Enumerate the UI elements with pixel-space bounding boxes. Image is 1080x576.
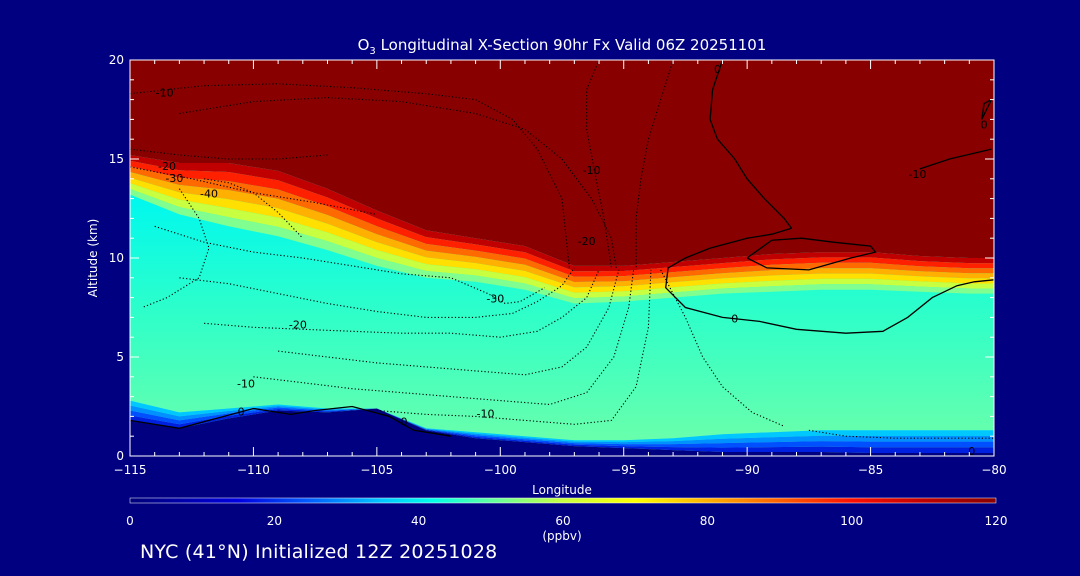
contour-lines bbox=[130, 60, 994, 439]
contour-label: 0 bbox=[401, 415, 408, 428]
contour-solid bbox=[665, 227, 994, 334]
x-tick-label: −90 bbox=[734, 463, 759, 477]
contour-label: -30 bbox=[486, 293, 504, 306]
colorbar: 0 20 40 60 80 100 120 bbox=[126, 497, 1008, 528]
tropopause-band bbox=[130, 160, 994, 277]
contour-label: -20 bbox=[289, 318, 307, 331]
y-tick-label: 5 bbox=[116, 350, 124, 364]
boundary-layer-band bbox=[130, 408, 994, 453]
contour-dotted bbox=[154, 225, 545, 305]
chart-title: O3 Longitudinal X-Section 90hr Fx Valid … bbox=[358, 36, 767, 57]
contour-dotted bbox=[808, 429, 994, 439]
x-axis-label: Longitude bbox=[532, 483, 592, 497]
colorbar-tick-label: 60 bbox=[555, 514, 570, 528]
contour-label: -20 bbox=[578, 235, 596, 248]
axes: −115 −110 −105 −100 −95 −90 −85 −80 0 5 10 15 20 bbox=[109, 53, 1007, 477]
contour-dotted bbox=[204, 269, 600, 338]
colorbar-tick-label: 0 bbox=[126, 514, 134, 528]
contour-label: -10 bbox=[156, 87, 174, 100]
x-tick-label: −105 bbox=[360, 463, 393, 477]
contour-dotted bbox=[204, 178, 304, 239]
contour-label: 0 bbox=[981, 118, 988, 131]
contour-dotted bbox=[376, 269, 652, 425]
x-tick-label: −80 bbox=[981, 463, 1006, 477]
stratosphere-region bbox=[130, 60, 994, 266]
x-tick-label: −85 bbox=[858, 463, 883, 477]
x-tick-label: −100 bbox=[484, 463, 517, 477]
colorbar-tick-label: 120 bbox=[985, 514, 1008, 528]
contour-label: 0 bbox=[714, 63, 721, 76]
colorbar-tick-label: 20 bbox=[267, 514, 282, 528]
y-tick-label: 10 bbox=[109, 251, 124, 265]
colorbar-tick-label: 80 bbox=[700, 514, 715, 528]
tropopause-band bbox=[130, 166, 994, 282]
contour-dotted bbox=[586, 60, 612, 268]
contour-dotted bbox=[142, 188, 210, 309]
contour-solid bbox=[709, 60, 793, 229]
x-tick-label: −110 bbox=[237, 463, 270, 477]
boundary-layer-band bbox=[130, 407, 994, 448]
contour-dotted bbox=[179, 97, 617, 268]
contour-dotted bbox=[635, 60, 674, 268]
contour-dotted bbox=[253, 269, 635, 406]
contour-solid bbox=[746, 237, 877, 271]
contour-dotted bbox=[660, 269, 785, 427]
y-tick-label: 15 bbox=[109, 152, 124, 166]
x-tick-label: −115 bbox=[114, 463, 147, 477]
contour-label: 0 bbox=[968, 445, 975, 458]
y-tick-label: 20 bbox=[109, 53, 124, 67]
y-axis-label: Altitude (km) bbox=[86, 219, 100, 298]
terrain bbox=[130, 408, 994, 456]
contour-label: 0 bbox=[731, 312, 738, 325]
contour-dotted bbox=[278, 269, 620, 376]
contour-label: -10 bbox=[477, 407, 495, 420]
contour-label: -40 bbox=[200, 188, 218, 201]
contour-label: -10 bbox=[583, 164, 601, 177]
plot-area bbox=[130, 60, 994, 456]
colorbar-tick-label: 40 bbox=[411, 514, 426, 528]
y-tick-label: 0 bbox=[116, 449, 124, 463]
contour-label: -20 bbox=[158, 160, 176, 173]
contour-solid bbox=[919, 148, 992, 170]
x-tick-label: −95 bbox=[611, 463, 636, 477]
colorbar-unit-label: (ppbv) bbox=[542, 529, 581, 543]
contour-label: 0 bbox=[238, 405, 245, 418]
contour-solid bbox=[130, 405, 452, 437]
tropopause-band bbox=[130, 155, 994, 272]
colorbar-ramp bbox=[129, 497, 997, 504]
boundary-layer-band bbox=[130, 405, 994, 445]
contour-label: -10 bbox=[237, 378, 255, 391]
footer-init-info: NYC (41°N) Initialized 12Z 20251028 bbox=[140, 541, 498, 563]
contour-dotted bbox=[130, 148, 328, 160]
contour-solid bbox=[981, 99, 993, 120]
colorbar-tick-label: 100 bbox=[840, 514, 863, 528]
contour-label: -30 bbox=[165, 172, 183, 185]
contour-label: -10 bbox=[909, 168, 927, 181]
